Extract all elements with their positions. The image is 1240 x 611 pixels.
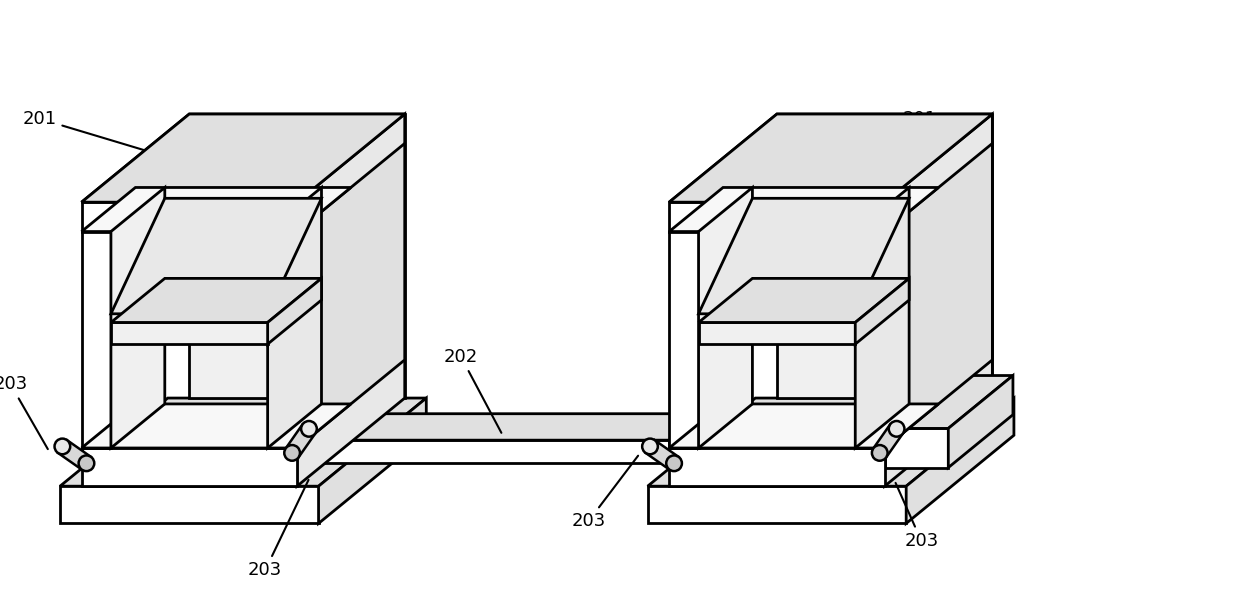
Polygon shape (60, 486, 319, 524)
Circle shape (284, 445, 300, 461)
Polygon shape (647, 398, 1014, 486)
Polygon shape (82, 114, 404, 202)
Text: 203: 203 (248, 480, 309, 579)
Polygon shape (110, 199, 321, 314)
Text: 203: 203 (0, 375, 48, 449)
Polygon shape (698, 279, 909, 323)
Polygon shape (298, 144, 404, 448)
Text: 202: 202 (444, 348, 501, 433)
Polygon shape (949, 376, 1013, 467)
Polygon shape (856, 188, 909, 448)
Polygon shape (670, 232, 698, 448)
Polygon shape (646, 440, 678, 470)
Polygon shape (670, 114, 992, 202)
Polygon shape (82, 114, 404, 202)
Polygon shape (82, 232, 110, 448)
Polygon shape (698, 188, 753, 448)
Polygon shape (873, 424, 903, 458)
Polygon shape (906, 398, 1014, 524)
Polygon shape (268, 188, 321, 448)
Polygon shape (856, 279, 909, 344)
Polygon shape (884, 144, 992, 448)
Circle shape (642, 439, 658, 454)
Polygon shape (316, 414, 702, 440)
Polygon shape (82, 404, 351, 448)
Text: 203: 203 (895, 483, 939, 550)
Polygon shape (268, 279, 321, 344)
Polygon shape (82, 202, 298, 232)
Text: 201: 201 (22, 110, 197, 166)
Polygon shape (298, 114, 404, 486)
Circle shape (889, 421, 904, 437)
Polygon shape (670, 404, 939, 448)
Polygon shape (777, 114, 992, 398)
Polygon shape (856, 232, 884, 448)
Polygon shape (698, 323, 856, 344)
Polygon shape (58, 440, 91, 470)
Circle shape (78, 455, 94, 471)
Polygon shape (670, 188, 939, 232)
Text: 203: 203 (572, 456, 639, 530)
Polygon shape (698, 199, 909, 314)
Circle shape (301, 421, 316, 437)
Polygon shape (884, 376, 1013, 428)
Circle shape (55, 439, 71, 454)
Polygon shape (670, 202, 884, 232)
Polygon shape (82, 448, 298, 486)
Polygon shape (884, 114, 992, 486)
Polygon shape (110, 279, 321, 323)
Text: 201: 201 (833, 110, 936, 166)
Polygon shape (316, 440, 670, 463)
Circle shape (872, 445, 888, 461)
Polygon shape (670, 114, 992, 202)
Polygon shape (190, 114, 404, 398)
Polygon shape (647, 486, 906, 524)
Polygon shape (285, 424, 315, 458)
Polygon shape (670, 448, 884, 486)
Polygon shape (110, 323, 268, 344)
Polygon shape (268, 232, 298, 448)
Circle shape (666, 455, 682, 471)
Polygon shape (82, 188, 351, 232)
Polygon shape (298, 425, 316, 463)
Polygon shape (60, 398, 427, 486)
Polygon shape (298, 399, 348, 425)
Polygon shape (319, 398, 427, 524)
Polygon shape (110, 188, 165, 448)
Polygon shape (884, 428, 949, 467)
